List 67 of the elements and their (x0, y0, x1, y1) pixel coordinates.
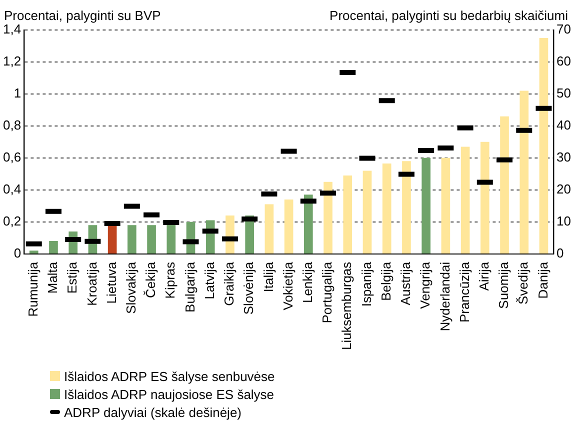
x-tick-label: Čekija (143, 261, 158, 298)
x-tick-label: Kroatija (84, 261, 100, 306)
x-tick-label: Estija (64, 261, 80, 294)
bar (147, 225, 156, 254)
bar (382, 164, 392, 254)
y2-tick-label: 40 (556, 118, 572, 133)
x-tick-label: Malta (45, 261, 60, 294)
bar (284, 199, 294, 254)
x-tick-label: Latvija (202, 261, 217, 300)
y-tick-label: 0,6 (2, 149, 22, 164)
x-tick-label: Rumunija (25, 261, 40, 317)
bar (460, 146, 470, 254)
bar (324, 182, 332, 254)
x-tick-label: Portugalija (320, 261, 335, 324)
legend-label: ADRP dalyviai (skalė dešinėje) (64, 404, 242, 420)
x-tick-label: Graikija (222, 261, 237, 306)
y-tick-label: 0,8 (2, 118, 22, 133)
y2-tick-label: 10 (556, 213, 572, 228)
bar (520, 90, 529, 254)
y2-tick-label: 0 (556, 245, 564, 260)
bar (402, 161, 411, 254)
x-tick-label: Nyderlandai (437, 262, 452, 332)
x-tick-label: Švedija (516, 261, 531, 304)
x-tick-label: Slovėnija (241, 261, 256, 315)
y2-axis-title: Procentai, palyginti su bedarbių skaičiumi (330, 8, 568, 23)
bar (441, 158, 450, 254)
legend-label: Išlaidos ADRP naujosiose ES šalyse (64, 386, 274, 402)
y2-tick-label: 20 (556, 181, 572, 196)
x-tick-label: Italija (260, 261, 276, 292)
bar (539, 38, 548, 254)
bar (343, 176, 352, 254)
x-tick-label: Liuksemburgas (339, 261, 354, 350)
y2-tick-label: 30 (556, 149, 572, 164)
y-tick-label: 0,2 (2, 213, 22, 228)
bar (500, 116, 509, 254)
bar (304, 194, 313, 254)
y-tick-label: 0,4 (2, 181, 22, 196)
x-tick-label: Lenkija (300, 261, 315, 304)
y-tick-label: 1 (14, 86, 22, 101)
y2-tick-label: 70 (556, 22, 572, 37)
y-tick-label: 0 (14, 245, 22, 260)
x-tick-label: Vengrija (418, 261, 433, 309)
x-tick-label: Ispanija (358, 261, 374, 307)
y2-tick-label: 60 (556, 54, 572, 69)
bar (362, 170, 372, 254)
x-tick-label: Suomija (496, 261, 512, 309)
x-tick-label: Kipras (162, 261, 178, 299)
x-tick-label: Bulgarija (182, 261, 198, 312)
x-tick-label: Lietuva (104, 261, 119, 304)
bar (49, 241, 58, 254)
x-tick-label: Prancūzija (456, 261, 472, 323)
x-tick-label: Danija (535, 261, 550, 299)
x-tick-label: Airija (476, 261, 492, 291)
bar (128, 225, 136, 254)
legend-label: Išlaidos ADRP ES šalyse senbuvėse (64, 368, 275, 384)
y-axis-title: Procentai, palyginti su BVP (4, 8, 161, 23)
bar (480, 142, 490, 254)
x-tick-label: Belgija (378, 261, 394, 301)
bar (422, 158, 430, 254)
y-tick-label: 1,4 (2, 22, 22, 37)
x-tick-label: Austrija (398, 261, 414, 306)
x-tick-label: Vokietija (280, 261, 296, 310)
y2-tick-label: 50 (556, 86, 572, 101)
x-tick-label: Slovakija (124, 261, 139, 314)
bar (29, 250, 38, 254)
y-tick-label: 1,2 (2, 54, 22, 69)
bar (264, 204, 274, 254)
